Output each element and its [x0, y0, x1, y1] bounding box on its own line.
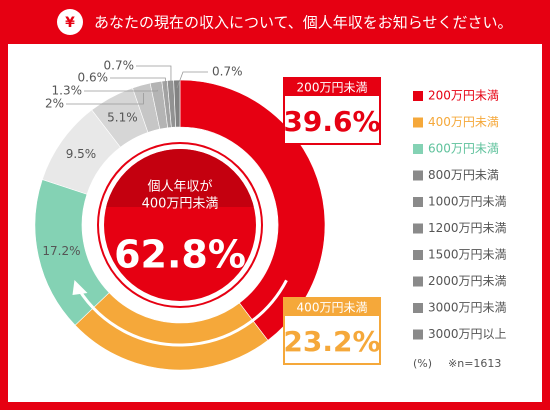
legend-swatch	[413, 117, 423, 128]
callout-value: 39.6%	[283, 105, 380, 138]
leader-line	[136, 65, 172, 89]
header-icon-bg	[57, 9, 83, 35]
callout-head	[284, 298, 380, 316]
legend-swatch	[413, 303, 423, 313]
callout-head	[284, 78, 380, 96]
slice	[173, 79, 181, 128]
legend-label: 600万円未満	[428, 142, 499, 156]
value-label: 5.1%	[107, 111, 138, 125]
summary-value: 62.8%	[114, 233, 246, 277]
value-label: 2%	[45, 97, 64, 111]
legend-label: 3000万円未満	[428, 301, 507, 315]
legend-swatch	[413, 276, 423, 287]
leader-line	[84, 89, 158, 92]
value-label: 9.5%	[66, 147, 97, 161]
header-title: あなたの現在の収入について、個人年収をお知らせください。	[94, 14, 513, 32]
callout-value: 23.2%	[283, 325, 380, 358]
legend-label: 1200万円未満	[428, 221, 507, 235]
legend-label: 800万円未満	[428, 168, 499, 182]
value-label: 1.3%	[52, 84, 83, 98]
legend-swatch	[413, 144, 423, 154]
legend-label: 400万円未満	[428, 115, 499, 129]
legend-label: 3000万円以上	[428, 327, 507, 341]
header-icon: ¥	[65, 15, 75, 31]
legend-label: 1500万円未満	[428, 248, 507, 262]
sample-note: ※n=1613	[448, 357, 501, 370]
leader-line	[110, 77, 166, 89]
legend-label: 2000万円未満	[428, 274, 507, 288]
donut-chart: 17.2%9.5%5.1%2%1.3%0.6%0.7% 0.7%個人年収が400万…	[34, 59, 507, 371]
legend-swatch	[413, 329, 423, 340]
legend-swatch	[413, 91, 423, 101]
value-label: 0.7%	[212, 65, 243, 79]
legend-swatch	[413, 250, 423, 260]
value-label: 0.6%	[78, 71, 109, 85]
slice	[179, 79, 326, 341]
value-label: 0.7%	[104, 59, 135, 73]
arrow-arc	[77, 279, 288, 347]
unit-note: (%)	[413, 357, 432, 370]
callout-category: 400万円未満	[297, 301, 368, 315]
leader-line	[66, 92, 144, 105]
summary-label: 個人年収が	[147, 180, 212, 195]
legend-swatch	[413, 197, 423, 207]
inner-ring	[97, 142, 263, 308]
summary-label: 400万円未満	[142, 197, 219, 212]
legend-swatch	[413, 170, 423, 181]
legend-label: 1000万円未満	[428, 195, 507, 209]
arrow-head	[72, 279, 88, 295]
legend-label: 200万円未満	[428, 89, 499, 103]
leader-line	[176, 71, 208, 89]
callout-category: 200万円未満	[297, 81, 368, 95]
legend-swatch	[413, 223, 423, 234]
value-label: 17.2%	[42, 244, 80, 258]
